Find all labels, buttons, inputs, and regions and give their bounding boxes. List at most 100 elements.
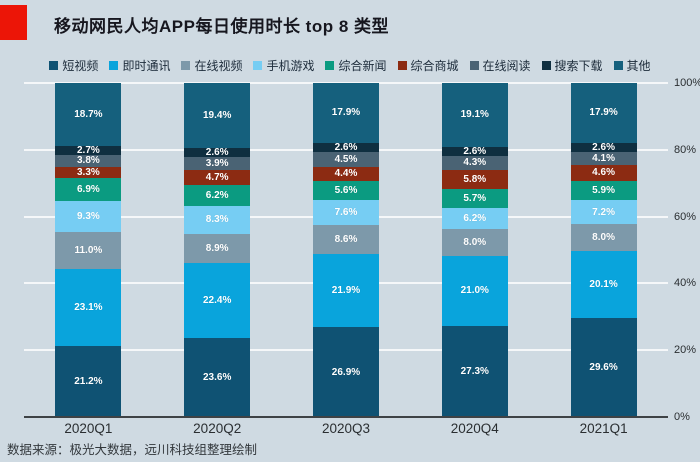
legend-label: 即时通讯 <box>122 59 171 73</box>
legend-swatch-icon <box>181 61 191 70</box>
bar-segment: 17.9% <box>312 83 379 143</box>
bar-column-2020Q1: 21.2% 23.1% 11.0% 9.3% 6.9% 3.3% 3.8% 2.7% 18.7% <box>24 83 153 417</box>
bar-column-2020Q3: 26.9% 21.9% 8.6% 7.6% 5.6% 4.4% 4.5% 2.6% 17.9% <box>282 83 411 417</box>
segment-value-label: 21.2% <box>74 376 103 388</box>
segment-value-label: 4.3% <box>463 157 487 169</box>
bar-segment: 23.1% <box>55 269 122 347</box>
bar-segment: 2.6% <box>441 146 508 156</box>
segment-value-label: 8.3% <box>205 214 229 226</box>
segment-value-label: 4.6% <box>592 167 615 179</box>
bar-segment: 7.2% <box>570 200 637 225</box>
legend-label: 综合新闻 <box>338 59 387 73</box>
legend-item-0: 短视频 <box>49 57 98 74</box>
bar-segment: 20.1% <box>570 251 637 319</box>
segment-value-label: 3.8% <box>76 155 100 167</box>
segment-value-label: 4.7% <box>205 171 229 183</box>
segment-value-label: 18.7% <box>74 108 103 120</box>
legend-item-8: 其他 <box>613 57 651 74</box>
bar-segment: 11.0% <box>55 232 122 270</box>
bar-segment: 6.2% <box>441 208 508 229</box>
bar-segment: 4.5% <box>312 151 379 167</box>
bar-segment: 6.9% <box>55 178 122 202</box>
stacked-bar: 21.2% 23.1% 11.0% 9.3% 6.9% 3.3% 3.8% 2.7% 18.7% <box>55 83 122 417</box>
segment-value-label: 2.6% <box>592 141 615 153</box>
y-tick-label: 100% <box>674 77 700 89</box>
bar-segment: 4.6% <box>570 165 637 181</box>
bar-segment: 5.8% <box>441 169 508 190</box>
segment-value-label: 29.6% <box>589 362 618 374</box>
bar-segment: 17.9% <box>570 83 637 143</box>
legend-item-5: 综合商城 <box>397 57 459 74</box>
segment-value-label: 27.3% <box>460 365 489 377</box>
legend-swatch-icon <box>469 61 479 70</box>
bar-column-2020Q4: 27.3% 21.0% 8.0% 6.2% 5.7% 5.8% 4.3% 2.6% 19.1% <box>410 83 539 417</box>
segment-value-label: 22.4% <box>203 295 232 307</box>
segment-value-label: 21.0% <box>460 285 489 297</box>
segment-value-label: 3.3% <box>76 167 100 179</box>
bar-segment: 5.9% <box>570 180 637 201</box>
legend-label: 手机游戏 <box>266 59 315 73</box>
y-axis: 0% 20% 40% 60% 80% 100% <box>674 77 700 423</box>
bar-segment: 2.7% <box>55 144 122 156</box>
segment-value-label: 6.9% <box>76 184 100 196</box>
legend-label: 综合商城 <box>410 59 459 73</box>
bar-segment: 27.3% <box>441 325 508 417</box>
segment-value-label: 6.2% <box>205 190 229 202</box>
bar-segment: 8.3% <box>184 205 251 234</box>
segment-value-label: 4.5% <box>334 153 358 165</box>
legend-item-1: 即时通讯 <box>109 57 170 74</box>
segment-value-label: 17.9% <box>331 107 361 119</box>
x-tick-label: 2021Q1 <box>579 421 628 436</box>
legend-item-6: 在线阅读 <box>469 57 531 74</box>
y-tick-label: 20% <box>674 344 697 357</box>
bar-segment: 4.1% <box>570 151 637 166</box>
legend-item-2: 在线视频 <box>181 57 242 74</box>
legend-swatch-icon <box>49 61 59 70</box>
segment-value-label: 9.3% <box>76 211 100 223</box>
segment-value-label: 11.0% <box>74 245 103 257</box>
bar-segment: 2.6% <box>312 142 379 152</box>
legend-swatch-icon <box>397 61 407 70</box>
bar-segment: 9.3% <box>55 201 122 233</box>
bar-segment: 23.6% <box>184 338 251 417</box>
bar-segment: 4.4% <box>312 166 379 182</box>
bar-segment: 19.4% <box>184 83 251 148</box>
segment-value-label: 5.7% <box>463 193 487 205</box>
segment-value-label: 8.6% <box>334 234 358 246</box>
bar-segment: 5.6% <box>312 181 379 200</box>
legend-swatch-icon <box>253 61 263 70</box>
bar-segment: 8.9% <box>184 233 251 264</box>
bars: 21.2% 23.1% 11.0% 9.3% 6.9% 3.3% 3.8% 2.7% 18.7%… <box>24 83 668 417</box>
stacked-bar: 23.6% 22.4% 8.9% 8.3% 6.2% 4.7% 3.9% 2.6% 19.4% <box>184 83 251 417</box>
bar-segment: 29.6% <box>570 318 637 417</box>
segment-value-label: 2.6% <box>205 146 229 158</box>
segment-value-label: 17.9% <box>589 107 618 119</box>
x-axis: 2020Q1 2020Q2 2020Q3 2020Q4 2021Q1 <box>24 421 668 436</box>
bar-segment: 21.0% <box>441 255 508 326</box>
segment-value-label: 5.6% <box>334 185 358 197</box>
segment-value-label: 8.0% <box>592 232 615 244</box>
x-tick-label: 2020Q4 <box>450 421 499 436</box>
segment-value-label: 5.9% <box>592 184 615 196</box>
y-tick-label: 40% <box>674 277 697 290</box>
segment-value-label: 7.6% <box>334 207 358 219</box>
legend-label: 在线阅读 <box>482 59 531 73</box>
segment-value-label: 2.7% <box>76 144 100 156</box>
x-tick-label: 2020Q3 <box>321 421 371 436</box>
bar-column-2020Q2: 23.6% 22.4% 8.9% 8.3% 6.2% 4.7% 3.9% 2.6% 19.4% <box>153 83 282 417</box>
stacked-bar: 27.3% 21.0% 8.0% 6.2% 5.7% 5.8% 4.3% 2.6% 19.1% <box>441 83 508 417</box>
y-tick-label: 60% <box>674 210 697 223</box>
segment-value-label: 4.4% <box>334 168 358 180</box>
segment-value-label: 26.9% <box>331 366 361 378</box>
legend-swatch-icon <box>613 61 623 70</box>
segment-value-label: 4.1% <box>592 152 615 164</box>
segment-value-label: 20.1% <box>589 279 618 291</box>
x-axis-line <box>24 416 668 418</box>
bar-segment: 4.7% <box>184 169 251 186</box>
bar-segment: 3.9% <box>184 156 251 170</box>
bar-segment: 26.9% <box>312 327 379 417</box>
stacked-bar: 26.9% 21.9% 8.6% 7.6% 5.6% 4.4% 4.5% 2.6% 17.9% <box>312 83 379 417</box>
legend-swatch-icon <box>109 61 119 70</box>
legend-item-3: 手机游戏 <box>253 57 314 74</box>
